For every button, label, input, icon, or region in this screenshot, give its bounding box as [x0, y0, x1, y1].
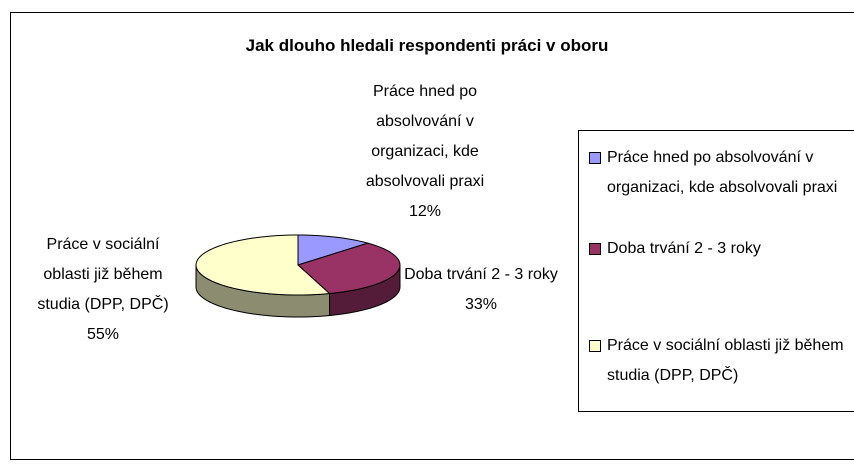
data-label-category: Práce v sociální oblasti již během studi… [37, 236, 169, 313]
legend-label: Práce hned po absolvování v organizaci, … [607, 149, 838, 196]
slice [297, 234, 370, 266]
legend-entry: Doba trvání 2 - 3 roky [589, 234, 851, 264]
data-label: Práce hned po absolvování v organizaci, … [340, 77, 510, 227]
legend-swatch [589, 243, 601, 255]
legend-entry: Práce v sociální oblasti již během studi… [589, 331, 851, 390]
data-label: Doba trvání 2 - 3 roky 33% [398, 260, 564, 320]
slice [297, 242, 401, 295]
legend-swatch [589, 340, 601, 352]
data-label-value: 55% [86, 326, 120, 343]
slice [195, 234, 331, 296]
chart-frame [10, 12, 854, 460]
data-label-value: 33% [464, 296, 498, 313]
chart-title: Jak dlouho hledali respondenti práci v o… [245, 36, 609, 55]
data-label-category: Práce hned po absolvování v organizaci, … [365, 83, 485, 190]
data-label-value: 12% [408, 203, 442, 220]
data-label-category: Doba trvání 2 - 3 roky [404, 266, 558, 283]
legend: Práce hned po absolvování v organizaci, … [578, 130, 854, 412]
legend-label: Doba trvání 2 - 3 roky [607, 240, 761, 257]
legend-swatch [589, 152, 601, 164]
legend-entry: Práce hned po absolvování v organizaci, … [589, 143, 851, 202]
data-label: Práce v sociální oblasti již během studi… [30, 230, 176, 350]
legend-label: Práce v sociální oblasti již během studi… [607, 337, 844, 384]
